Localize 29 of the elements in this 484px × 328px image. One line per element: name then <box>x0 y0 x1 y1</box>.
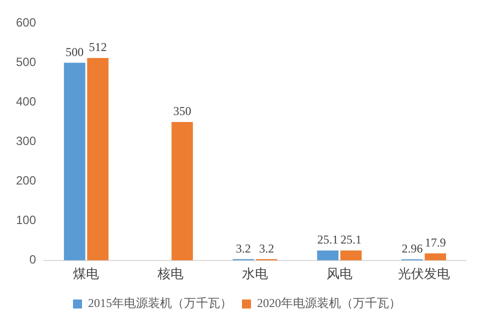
data-label: 2.96 <box>402 241 423 256</box>
y-tick-label: 600 <box>16 16 36 30</box>
y-tick-label: 0 <box>29 252 36 267</box>
data-label: 17.9 <box>424 235 446 250</box>
bar <box>424 253 446 260</box>
data-label: 350 <box>173 104 192 118</box>
y-tick-label: 500 <box>16 55 36 70</box>
bar <box>172 122 193 260</box>
y-tick-label: 100 <box>16 213 36 228</box>
data-label: 512 <box>88 40 107 54</box>
y-tick-label: 300 <box>16 134 36 148</box>
data-label: 3.2 <box>236 241 251 256</box>
data-label: 25.1 <box>317 232 338 247</box>
bar <box>340 250 362 260</box>
legend-label: 2015年电源装机（万千瓦） <box>88 296 232 310</box>
bar <box>64 62 86 260</box>
bar <box>87 58 108 260</box>
x-tick-label: 风电 <box>326 266 352 281</box>
bar <box>317 250 338 260</box>
data-label: 3.2 <box>259 241 274 256</box>
data-label: 25.1 <box>340 232 362 247</box>
x-tick-label: 水电 <box>242 266 268 281</box>
x-tick-label: 煤电 <box>73 266 100 281</box>
data-label: 500 <box>66 44 84 59</box>
legend-label: 2020年电源装机（万千瓦） <box>257 296 401 310</box>
x-tick-label: 核电 <box>156 266 184 281</box>
x-tick-label: 光伏发电 <box>398 266 450 281</box>
y-tick-label: 400 <box>16 94 36 109</box>
y-tick-label: 200 <box>16 174 36 188</box>
